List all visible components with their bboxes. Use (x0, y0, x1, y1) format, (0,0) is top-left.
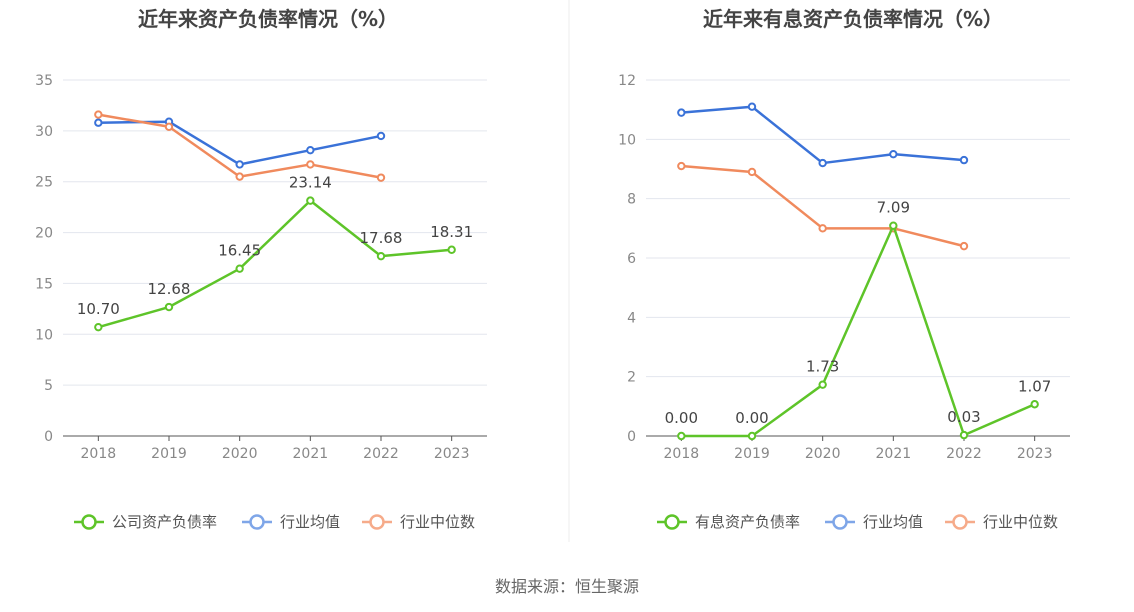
data-point-company[interactable] (447, 245, 456, 254)
data-point-median[interactable] (677, 161, 686, 171)
data-point-company[interactable] (235, 264, 244, 273)
x-tick-label: 2019 (734, 446, 770, 462)
data-label: 23.14 (289, 174, 332, 192)
data-label: 0.00 (735, 409, 768, 427)
data-point-company[interactable] (677, 431, 686, 441)
legend-item-median[interactable]: 行业中位数 (983, 513, 1058, 531)
series-line-average (98, 120, 382, 166)
data-point-average[interactable] (677, 108, 686, 117)
x-tick-label: 2021 (293, 446, 329, 462)
chart-interest-bearing-debt-ratio: 近年来有息资产负债率情况（%） 0 2 4 6 8 10 12 2018 2019 2020 2021… (618, 7, 1070, 531)
data-point-median[interactable] (94, 110, 103, 119)
x-tick-label: 2023 (434, 446, 470, 462)
x-tick-label: 2022 (946, 446, 982, 462)
series-line-company (681, 224, 1036, 438)
y-tick-label: 0 (627, 429, 636, 445)
y-tick-label: 8 (627, 192, 636, 208)
data-label: 1.07 (1018, 377, 1051, 395)
data-point-median[interactable] (747, 167, 757, 177)
data-point-median[interactable] (306, 160, 315, 169)
data-point-median[interactable] (959, 241, 969, 251)
data-point-average[interactable] (376, 131, 386, 141)
data-point-company[interactable] (959, 430, 969, 440)
y-tick-label: 30 (35, 124, 53, 140)
x-tick-label: 2020 (222, 446, 258, 462)
data-point-average[interactable] (235, 160, 244, 169)
legend-item-median[interactable]: 行业中位数 (400, 513, 475, 531)
y-tick-label: 4 (627, 310, 636, 326)
x-tick-label: 2018 (81, 446, 117, 462)
y-tick-label: 25 (35, 175, 53, 191)
data-label: 0.03 (947, 408, 980, 426)
series-line-average (681, 105, 965, 165)
data-label: 18.31 (430, 223, 473, 241)
data-point-company[interactable] (818, 380, 827, 389)
series-line-median (681, 164, 965, 248)
data-point-company[interactable] (94, 322, 103, 332)
legend-swatch-marker (369, 514, 385, 530)
data-point-company[interactable] (306, 196, 315, 205)
data-point-average[interactable] (747, 102, 757, 111)
data-label: 16.45 (218, 242, 261, 260)
data-label: 0.00 (665, 409, 698, 427)
data-point-company[interactable] (1030, 400, 1039, 409)
legend-swatch-marker (832, 514, 848, 530)
data-point-median[interactable] (376, 173, 386, 182)
chart-debt-ratio: 近年来资产负债率情况（%） 0 5 10 15 20 25 30 35 2018 2019 2020 2… (35, 7, 487, 531)
data-point-average[interactable] (889, 149, 898, 159)
data-point-median[interactable] (818, 224, 827, 233)
data-label: 12.68 (148, 280, 191, 298)
y-tick-label: 35 (35, 73, 53, 89)
y-tick-label: 10 (35, 327, 53, 343)
legend-item-average[interactable]: 行业均值 (863, 513, 923, 531)
data-point-company[interactable] (889, 221, 898, 230)
legend-swatch-marker (952, 514, 968, 530)
y-tick-label: 15 (35, 276, 53, 292)
data-point-average[interactable] (959, 155, 969, 165)
x-tick-label: 2021 (876, 446, 912, 462)
y-tick-label: 2 (627, 370, 636, 386)
y-tick-label: 20 (35, 226, 53, 242)
data-label: 10.70 (77, 300, 120, 318)
data-point-median[interactable] (235, 172, 244, 181)
y-tick-label: 12 (618, 73, 636, 89)
data-point-company[interactable] (747, 431, 757, 441)
legend-swatch-marker (81, 514, 97, 530)
data-point-average[interactable] (818, 158, 827, 168)
x-tick-label: 2019 (151, 446, 187, 462)
y-tick-label: 0 (44, 429, 53, 445)
legend-item-company[interactable]: 有息资产负债率 (695, 513, 800, 531)
legend-swatch-marker (249, 514, 265, 530)
series-line-company (97, 199, 452, 329)
data-point-average[interactable] (94, 118, 103, 127)
y-tick-label: 6 (627, 251, 636, 267)
legend-item-average[interactable]: 行业均值 (280, 513, 340, 531)
x-tick-label: 2020 (805, 446, 841, 462)
chart-title: 近年来有息资产负债率情况（%） (703, 7, 1003, 31)
x-tick-label: 2018 (664, 446, 700, 462)
chart-title: 近年来资产负债率情况（%） (138, 7, 398, 31)
data-label: 17.68 (360, 229, 403, 247)
legend-item-company[interactable]: 公司资产负债率 (112, 513, 217, 531)
data-label: 1.73 (806, 358, 839, 376)
x-tick-label: 2022 (363, 446, 399, 462)
x-tick-label: 2023 (1017, 446, 1053, 462)
y-tick-label: 5 (44, 378, 53, 394)
y-tick-label: 10 (618, 132, 636, 148)
legend-swatch-marker (664, 514, 680, 530)
data-point-average[interactable] (306, 145, 315, 155)
data-point-company[interactable] (376, 251, 386, 261)
data-source-text: 数据来源：恒生聚源 (495, 577, 639, 596)
data-point-company[interactable] (164, 302, 174, 312)
data-label: 7.09 (877, 199, 910, 217)
data-point-median[interactable] (164, 122, 174, 131)
